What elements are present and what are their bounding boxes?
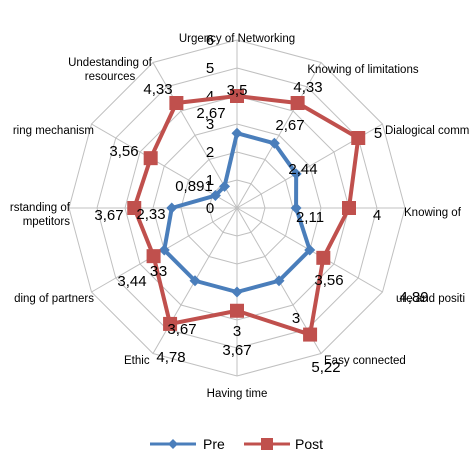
series-line-post (132, 94, 361, 337)
data-point-pre (158, 244, 170, 256)
axis-tick-label: 2 (206, 144, 214, 161)
category-label: Urgency of Networking (179, 33, 295, 45)
data-point-post (169, 96, 184, 111)
data-label-extra: 4,89 (399, 289, 428, 306)
data-label-pre: 2,67 (196, 105, 225, 122)
data-point-pre (273, 275, 285, 287)
data-point-post (230, 303, 244, 318)
data-label-pre: 2,67 (275, 117, 304, 134)
grid-spoke (236, 62, 322, 209)
data-label-post: 4 (373, 207, 381, 224)
data-label-pre: 2,44 (288, 161, 317, 178)
data-label-post: 4,33 (143, 81, 172, 98)
data-point-pre (209, 190, 221, 202)
data-point-pre (166, 202, 178, 214)
data-label-post: 3,44 (117, 273, 146, 290)
category-labels: Urgency of Networking Knowing of limitati… (10, 33, 469, 400)
category-label: Knowing of (404, 207, 462, 219)
data-label-post: 3,56 (314, 272, 343, 289)
data-point-pre (231, 127, 243, 139)
data-point-pre (290, 168, 302, 180)
category-label: Dialogical comm (385, 125, 469, 137)
category-label: Undestanding of (68, 57, 153, 69)
category-label: ure and positi (396, 293, 465, 305)
category-label: Having time (207, 388, 268, 400)
data-point-pre (268, 137, 280, 149)
data-point-post (316, 250, 331, 265)
data-label-post: 3,56 (109, 143, 138, 160)
data-label-pre: 2,11 (296, 209, 324, 226)
data-label-pre: 3 (292, 310, 300, 327)
legend-label-post: Post (295, 436, 323, 452)
data-point-post (163, 316, 178, 331)
data-point-pre (231, 286, 243, 298)
data-label-post: 3,5 (227, 82, 248, 99)
data-point-post (342, 201, 356, 215)
data-label-pre: 3 (150, 263, 158, 280)
data-point-post (230, 89, 244, 103)
data-point-post (143, 151, 158, 166)
category-label: mpetitors (23, 216, 71, 228)
data-label-post: 3,67 (94, 207, 123, 224)
axis-tick-label: 4 (206, 88, 214, 105)
data-label-pre: 2,33 (136, 206, 165, 223)
category-label: Easy connected (324, 355, 406, 367)
category-label: Knowing of limitations (307, 64, 418, 76)
axis-tick-label: 0 (206, 200, 214, 217)
series-layer (127, 89, 366, 342)
axis-tick-label: 6 (206, 32, 214, 49)
category-label: Ethic (124, 355, 150, 367)
category-label: ring mechanism (13, 125, 94, 137)
axis-tick-label: 3 (206, 116, 214, 133)
radial-axis-ticks: 0 1 2 3 4 5 6 (206, 32, 214, 217)
data-label-pre: 0,891 (175, 178, 213, 195)
data-point-post (290, 96, 305, 111)
legend-item-pre[interactable]: Pre (150, 436, 225, 452)
data-label-post: 5 (374, 125, 382, 142)
data-label-extra: 3,67 (167, 321, 196, 338)
data-label-post: 4,33 (293, 79, 322, 96)
legend: Pre Post (150, 436, 323, 452)
data-point-post (127, 201, 142, 215)
category-label: resources (85, 71, 136, 83)
data-point-post (303, 327, 318, 342)
category-label: ding of partners (14, 293, 94, 305)
legend-item-post[interactable]: Post (244, 436, 323, 452)
data-point-post (146, 249, 161, 264)
data-point-pre (304, 244, 316, 256)
axis-tick-label: 1 (206, 172, 214, 189)
data-label-post: 3,67 (222, 342, 251, 359)
data-point-pre (189, 275, 201, 287)
data-label-pre: 3 (233, 323, 241, 340)
data-point-post (351, 131, 366, 145)
axis-tick-label: 5 (206, 60, 214, 77)
legend-label-pre: Pre (203, 436, 225, 452)
data-label-post: 5,22 (311, 359, 340, 376)
data-point-pre (219, 180, 231, 192)
data-point-pre (290, 202, 302, 214)
category-label: rstanding of (10, 202, 71, 214)
data-label-post: 4,78 (156, 349, 185, 366)
data-label-extra: 3 (159, 263, 167, 280)
